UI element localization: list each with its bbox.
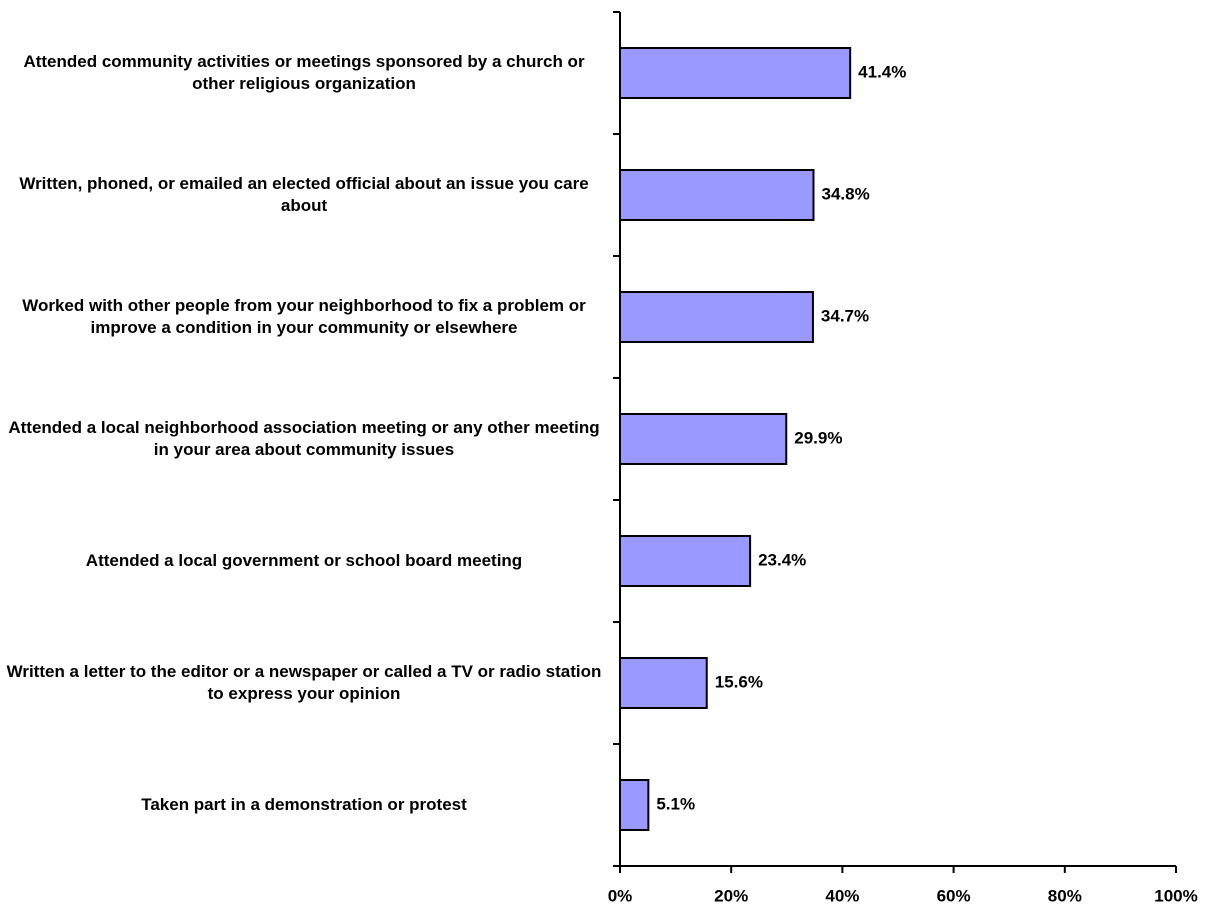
data-label: 41.4% [858, 62, 906, 81]
x-tick-label: 0% [608, 886, 633, 905]
bar [619, 413, 788, 465]
data-label: 34.8% [821, 184, 869, 203]
bar [619, 657, 708, 709]
y-tick-label: Attended a local government or school bo… [85, 551, 523, 570]
x-tick-label: 20% [714, 886, 748, 905]
y-tick-label: Written a letter to the editor or a news… [6, 662, 602, 703]
data-label: 23.4% [758, 550, 806, 569]
bar [619, 47, 852, 99]
x-tick-label: 100% [1154, 886, 1197, 905]
data-label: 29.9% [794, 428, 842, 447]
data-label: 15.6% [715, 672, 763, 691]
y-tick-label: Taken part in a demonstration or protest [141, 795, 467, 814]
x-tick-label: 40% [825, 886, 859, 905]
data-label: 5.1% [656, 794, 695, 813]
x-tick-label: 80% [1048, 886, 1082, 905]
x-tick-label: 60% [937, 886, 971, 905]
y-tick-label: Worked with other people from your neigh… [22, 296, 586, 337]
bar [619, 535, 752, 587]
bar [619, 291, 814, 343]
y-tick-label: Attended community activities or meeting… [23, 52, 585, 93]
bar [619, 779, 650, 831]
y-tick-label: Attended a local neighborhood associatio… [8, 418, 600, 459]
bar [619, 169, 815, 221]
y-tick-label: Written, phoned, or emailed an elected o… [19, 174, 589, 215]
data-label: 34.7% [821, 306, 869, 325]
